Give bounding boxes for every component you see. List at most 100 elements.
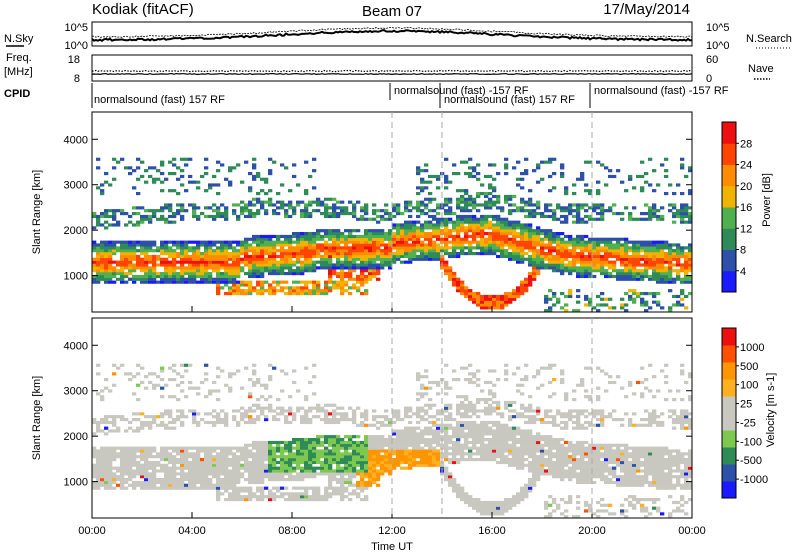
velocity-cell	[96, 466, 101, 470]
velocity-cell	[448, 435, 453, 439]
power-cell	[572, 243, 577, 247]
power-cell	[508, 292, 513, 296]
power-cell	[160, 260, 165, 264]
velocity-cell	[252, 403, 257, 407]
power-cell	[180, 260, 185, 264]
velocity-cell	[360, 452, 365, 456]
power-cell	[536, 229, 541, 233]
power-cell	[392, 209, 397, 213]
power-cell	[264, 289, 269, 293]
velocity-cell	[416, 432, 421, 436]
velocity-cell	[416, 455, 421, 459]
velocity-cell	[128, 420, 133, 425]
power-cell	[544, 266, 549, 270]
power-cell	[184, 277, 189, 281]
power-cell	[316, 292, 321, 296]
power-cell	[564, 217, 569, 221]
velocity-cell	[192, 412, 197, 416]
power-cell	[648, 157, 653, 161]
velocity-cell	[432, 380, 437, 385]
power-cell	[156, 246, 161, 250]
velocity-cell	[408, 458, 413, 462]
velocity-cell	[148, 486, 153, 490]
power-cell	[236, 254, 241, 259]
power-cell	[624, 206, 629, 210]
power-cell	[172, 214, 177, 219]
velocity-cell	[148, 460, 153, 465]
power-cell	[164, 246, 169, 250]
velocity-cell	[420, 440, 425, 445]
velocity-cell	[280, 449, 285, 453]
power-cell	[152, 180, 157, 184]
velocity-cell	[268, 443, 273, 447]
velocity-cell	[388, 458, 393, 462]
power-cell	[228, 254, 233, 259]
power-cell	[660, 266, 665, 270]
velocity-cell	[372, 455, 377, 459]
power-cell	[252, 246, 257, 250]
power-cell	[256, 234, 261, 239]
velocity-cell	[192, 475, 197, 479]
power-cell	[368, 240, 373, 244]
power-cell	[276, 283, 281, 287]
power-cell	[196, 254, 201, 259]
power-cell	[528, 189, 533, 193]
velocity-cell	[104, 460, 109, 465]
power-cell	[380, 229, 385, 233]
power-cell	[436, 232, 441, 236]
velocity-cell	[312, 475, 317, 479]
power-cell	[476, 234, 481, 239]
power-cell	[132, 266, 137, 270]
power-cell	[552, 186, 557, 190]
power-cell	[576, 214, 581, 219]
velocity-cell	[456, 446, 461, 450]
power-cell	[576, 269, 581, 273]
power-cell	[224, 280, 229, 284]
velocity-cell	[276, 472, 281, 476]
power-cell	[596, 294, 601, 299]
power-cell	[400, 223, 405, 227]
velocity-cell	[324, 458, 329, 462]
velocity-cell	[172, 458, 177, 462]
power-cell	[648, 266, 653, 270]
velocity-cell	[268, 466, 273, 470]
power-cell	[608, 240, 613, 244]
power-cell	[92, 277, 97, 281]
velocity-cell	[296, 455, 301, 459]
velocity-cell	[448, 483, 453, 487]
power-cell	[492, 240, 497, 244]
velocity-cell	[184, 369, 189, 373]
power-cell	[176, 280, 181, 284]
velocity-cell	[372, 458, 377, 462]
velocity-cell	[140, 463, 145, 467]
velocity-cell	[120, 415, 125, 419]
velocity-cell	[296, 389, 301, 393]
power-cell	[504, 292, 509, 296]
velocity-cell	[268, 463, 273, 467]
velocity-cell	[416, 426, 421, 430]
power-cell	[524, 169, 529, 173]
power-cell	[216, 246, 221, 250]
power-cell	[116, 263, 121, 267]
velocity-cell	[260, 440, 265, 445]
velocity-cell	[248, 480, 253, 485]
power-cell	[292, 163, 297, 167]
velocity-cell	[424, 458, 429, 462]
power-cell	[652, 269, 657, 273]
power-cell	[604, 240, 609, 244]
power-cell	[512, 229, 517, 233]
power-cell	[168, 172, 173, 176]
velocity-cell	[228, 375, 233, 379]
velocity-cell	[396, 446, 401, 450]
freq-tick-bottom: 8	[74, 73, 80, 85]
power-cell	[172, 266, 177, 270]
velocity-cell	[132, 412, 137, 416]
power-cell	[156, 209, 161, 213]
power-cell	[628, 294, 633, 299]
power-cell	[556, 203, 561, 207]
power-cell	[292, 249, 297, 253]
power-cell	[220, 203, 225, 207]
power-cell	[504, 223, 509, 227]
velocity-cell	[360, 440, 365, 445]
velocity-cell	[420, 415, 425, 419]
